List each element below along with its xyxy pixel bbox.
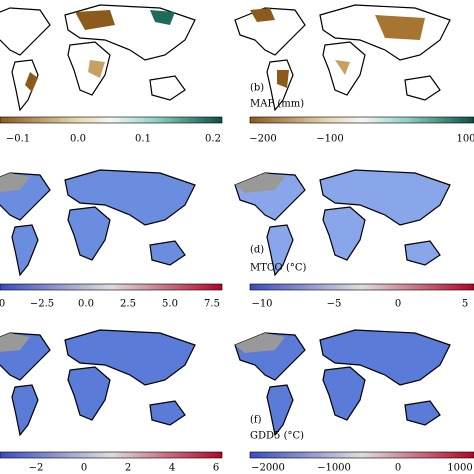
map-a [0, 4, 196, 111]
colorbar [249, 451, 474, 459]
map-d [234, 169, 451, 276]
tick-label: −10 [251, 299, 272, 310]
colorbar [249, 283, 474, 291]
colorbar [0, 283, 223, 291]
tick-label: −5 [327, 299, 342, 310]
tick-label: 5.0 [162, 299, 178, 310]
panel-title: MAP (mm) [250, 99, 304, 110]
colorbar [0, 451, 223, 459]
tick-label: 7.5 [204, 299, 220, 310]
panel-label: (b) [250, 83, 264, 94]
map-c [0, 169, 196, 276]
tick-label: 2 [125, 463, 131, 474]
tick-label: −100 [316, 134, 343, 145]
panel-title: GDD5 (°C) [250, 431, 304, 442]
tick-label: 0.0 [70, 134, 86, 145]
tick-label: −2 [29, 463, 44, 474]
tick-label: 0 [0, 299, 5, 310]
tick-label: 0 [395, 463, 401, 474]
tick-label: −2.5 [30, 299, 54, 310]
map-b [234, 4, 451, 111]
tick-label: −200 [249, 134, 276, 145]
tick-label: −0.1 [6, 134, 30, 145]
tick-label: 5 [462, 299, 468, 310]
panel-title: MTCO (°C) [250, 263, 306, 274]
tick-label: 1000 [447, 463, 472, 474]
tick-label: 0.1 [135, 134, 151, 145]
tick-label: −1000 [317, 463, 351, 474]
panel-label: (f) [250, 415, 262, 426]
map-f [234, 329, 451, 436]
tick-label: 0 [395, 299, 401, 310]
tick-label: 0.2 [205, 134, 221, 145]
tick-label: −2000 [251, 463, 285, 474]
tick-label: 100 [456, 134, 474, 145]
tick-label: 0 [81, 463, 87, 474]
tick-label: 4 [169, 463, 175, 474]
panel-label: (d) [250, 245, 264, 256]
map-e [0, 329, 196, 436]
tick-label: 0.0 [78, 299, 94, 310]
colorbar [0, 116, 223, 124]
tick-label: 6 [213, 463, 219, 474]
tick-label: 2.5 [120, 299, 136, 310]
colorbar [249, 116, 474, 124]
